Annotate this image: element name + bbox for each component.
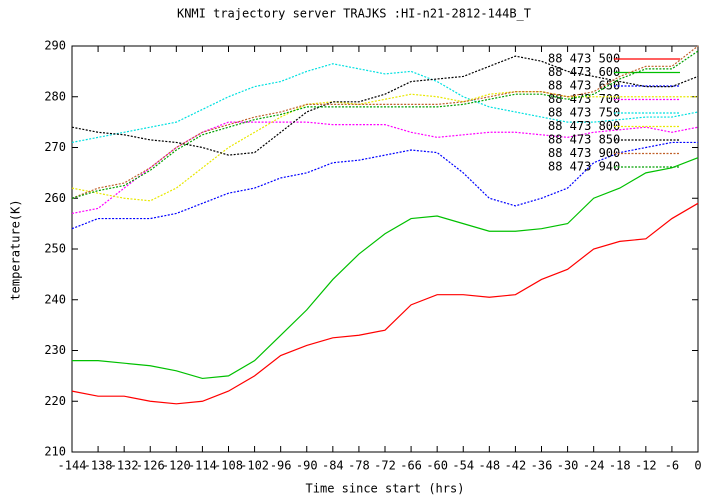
x-tick-label: -84: [322, 459, 344, 473]
x-tick-label: -12: [635, 459, 657, 473]
series-line: [71, 55, 699, 156]
y-tick-label: 280: [44, 89, 66, 103]
x-tick-label: -126: [136, 459, 165, 473]
series-line: [71, 50, 699, 199]
x-tick-label: -48: [478, 459, 500, 473]
x-tick-label: 0: [694, 459, 701, 473]
x-tick-label: -18: [609, 459, 631, 473]
x-tick-label: -30: [557, 459, 579, 473]
x-tick-label: -66: [400, 459, 422, 473]
legend-label: 88 473 940: [548, 160, 620, 174]
legend-label: 88 473 900: [548, 146, 620, 160]
y-tick-label: 210: [44, 445, 66, 459]
y-tick-label: 270: [44, 140, 66, 154]
legend-label: 88 473 850: [548, 133, 620, 147]
series-line: [71, 141, 698, 230]
series-line: [71, 91, 698, 202]
series-line: [71, 45, 699, 199]
x-tick-label: -96: [270, 459, 292, 473]
x-tick-label: -120: [162, 459, 191, 473]
x-axis-label: Time since start (hrs): [306, 482, 465, 496]
x-tick-label: -138: [84, 459, 113, 473]
series-line: [71, 202, 699, 405]
legend-label: 88 473 500: [548, 52, 620, 66]
y-tick-label: 220: [44, 394, 66, 408]
x-tick-label: -114: [188, 459, 217, 473]
y-axis-label: temperature(K): [9, 199, 23, 300]
y-tick-label: 290: [44, 39, 66, 53]
x-tick-label: -54: [452, 459, 474, 473]
legend-label: 88 473 600: [548, 65, 620, 79]
legend-label: 88 473 800: [548, 119, 620, 133]
x-tick-label: -78: [348, 459, 370, 473]
legend-label: 88 473 700: [548, 92, 620, 106]
y-tick-label: 240: [44, 292, 66, 306]
x-tick-label: -36: [531, 459, 553, 473]
series-line: [72, 157, 699, 380]
x-tick-label: -6: [665, 459, 679, 473]
x-tick-label: -42: [505, 459, 527, 473]
y-tick-label: 260: [44, 191, 66, 205]
x-tick-label: -72: [374, 459, 396, 473]
y-tick-label: 230: [44, 343, 66, 357]
y-tick-label: 250: [44, 242, 66, 256]
x-tick-label: -144: [58, 459, 87, 473]
series-line: [71, 63, 699, 144]
legend-label: 88 473 750: [548, 106, 620, 120]
x-tick-label: -24: [583, 459, 605, 473]
x-tick-label: -132: [110, 459, 139, 473]
x-tick-label: -60: [426, 459, 448, 473]
x-tick-label: -108: [214, 459, 243, 473]
x-tick-label: -102: [240, 459, 269, 473]
chart-title: KNMI trajectory server TRAJKS :HI-n21-28…: [177, 7, 531, 21]
x-tick-label: -90: [296, 459, 318, 473]
legend-label: 88 473 650: [548, 79, 620, 93]
series-line: [71, 121, 699, 215]
